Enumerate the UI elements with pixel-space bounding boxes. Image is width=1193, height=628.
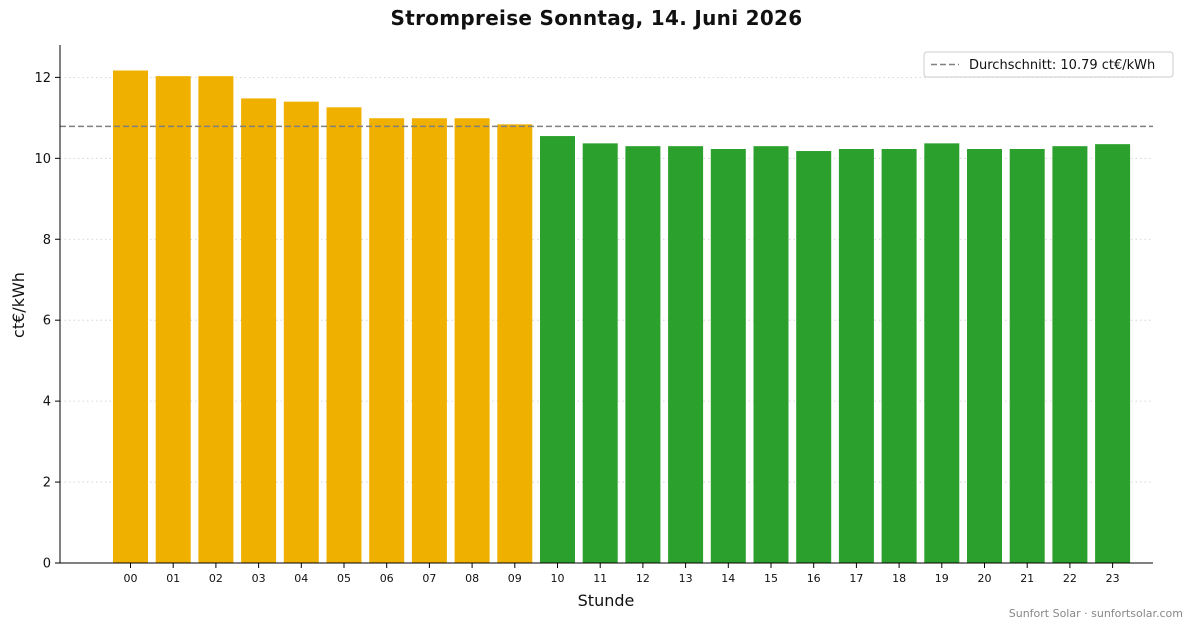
chart-title: Strompreise Sonntag, 14. Juni 2026 — [390, 6, 803, 30]
x-tick-label: 13 — [679, 572, 693, 585]
x-tick-label: 17 — [849, 572, 863, 585]
y-tick-label: 0 — [43, 557, 51, 572]
bar — [668, 146, 704, 563]
x-tick-label: 18 — [892, 572, 906, 585]
x-tick-label: 22 — [1063, 572, 1077, 585]
y-tick-label: 2 — [43, 476, 51, 491]
x-tick-label: 10 — [551, 572, 565, 585]
bar — [1052, 146, 1088, 563]
x-tick-label: 19 — [935, 572, 949, 585]
bar — [582, 143, 618, 564]
bar — [326, 107, 362, 564]
x-tick-label: 20 — [978, 572, 992, 585]
bar — [838, 149, 874, 563]
bar — [881, 149, 917, 563]
y-tick-label: 10 — [34, 152, 51, 167]
x-tick-label: 04 — [294, 572, 308, 585]
bar — [369, 118, 405, 563]
x-tick-label: 01 — [166, 572, 180, 585]
x-tick-label: 08 — [465, 572, 479, 585]
legend-label: Durchschnitt: 10.79 ct€/kWh — [969, 58, 1155, 73]
y-tick-label: 8 — [43, 233, 51, 248]
x-axis-label: Stunde — [578, 591, 635, 610]
y-tick-label: 4 — [43, 395, 51, 410]
legend-box — [923, 51, 1174, 78]
x-tick-label: 11 — [593, 572, 607, 585]
bar — [796, 151, 832, 563]
x-tick-label: 12 — [636, 572, 650, 585]
bar — [241, 98, 277, 563]
x-tick-label: 16 — [807, 572, 821, 585]
x-tick-label: 21 — [1020, 572, 1034, 585]
bars — [113, 70, 1131, 564]
x-tick-label: 07 — [422, 572, 436, 585]
x-tick-label: 23 — [1106, 572, 1120, 585]
bar — [753, 146, 789, 563]
x-tick-label: 03 — [252, 572, 266, 585]
bar — [625, 146, 661, 563]
bar — [967, 149, 1002, 563]
bar — [540, 136, 575, 563]
x-tick-label: 02 — [209, 572, 223, 585]
legend: Durchschnitt: 10.79 ct€/kWh — [923, 51, 1174, 78]
bar — [1095, 144, 1131, 563]
y-axis-label: ct€/kWh — [9, 272, 28, 338]
bar — [924, 143, 960, 564]
x-tick-label: 06 — [380, 572, 394, 585]
bar — [497, 124, 533, 563]
bar — [411, 118, 447, 563]
y-tick-label: 12 — [34, 71, 51, 86]
y-tick-label: 6 — [43, 314, 51, 329]
x-tick-label: 05 — [337, 572, 351, 585]
x-tick-label: 00 — [124, 572, 138, 585]
bar — [155, 76, 191, 563]
x-tick-label: 15 — [764, 572, 778, 585]
bar — [283, 101, 319, 563]
bar — [113, 70, 148, 564]
x-tick-label: 09 — [508, 572, 522, 585]
bar — [710, 149, 746, 563]
x-tick-label: 14 — [721, 572, 735, 585]
bar — [198, 76, 234, 563]
footer-credit: Sunfort Solar · sunfortsolar.com — [1008, 607, 1183, 620]
axis-labels: Stunde ct€/kWh — [9, 272, 634, 610]
bar — [454, 118, 490, 563]
bar — [1009, 149, 1045, 563]
